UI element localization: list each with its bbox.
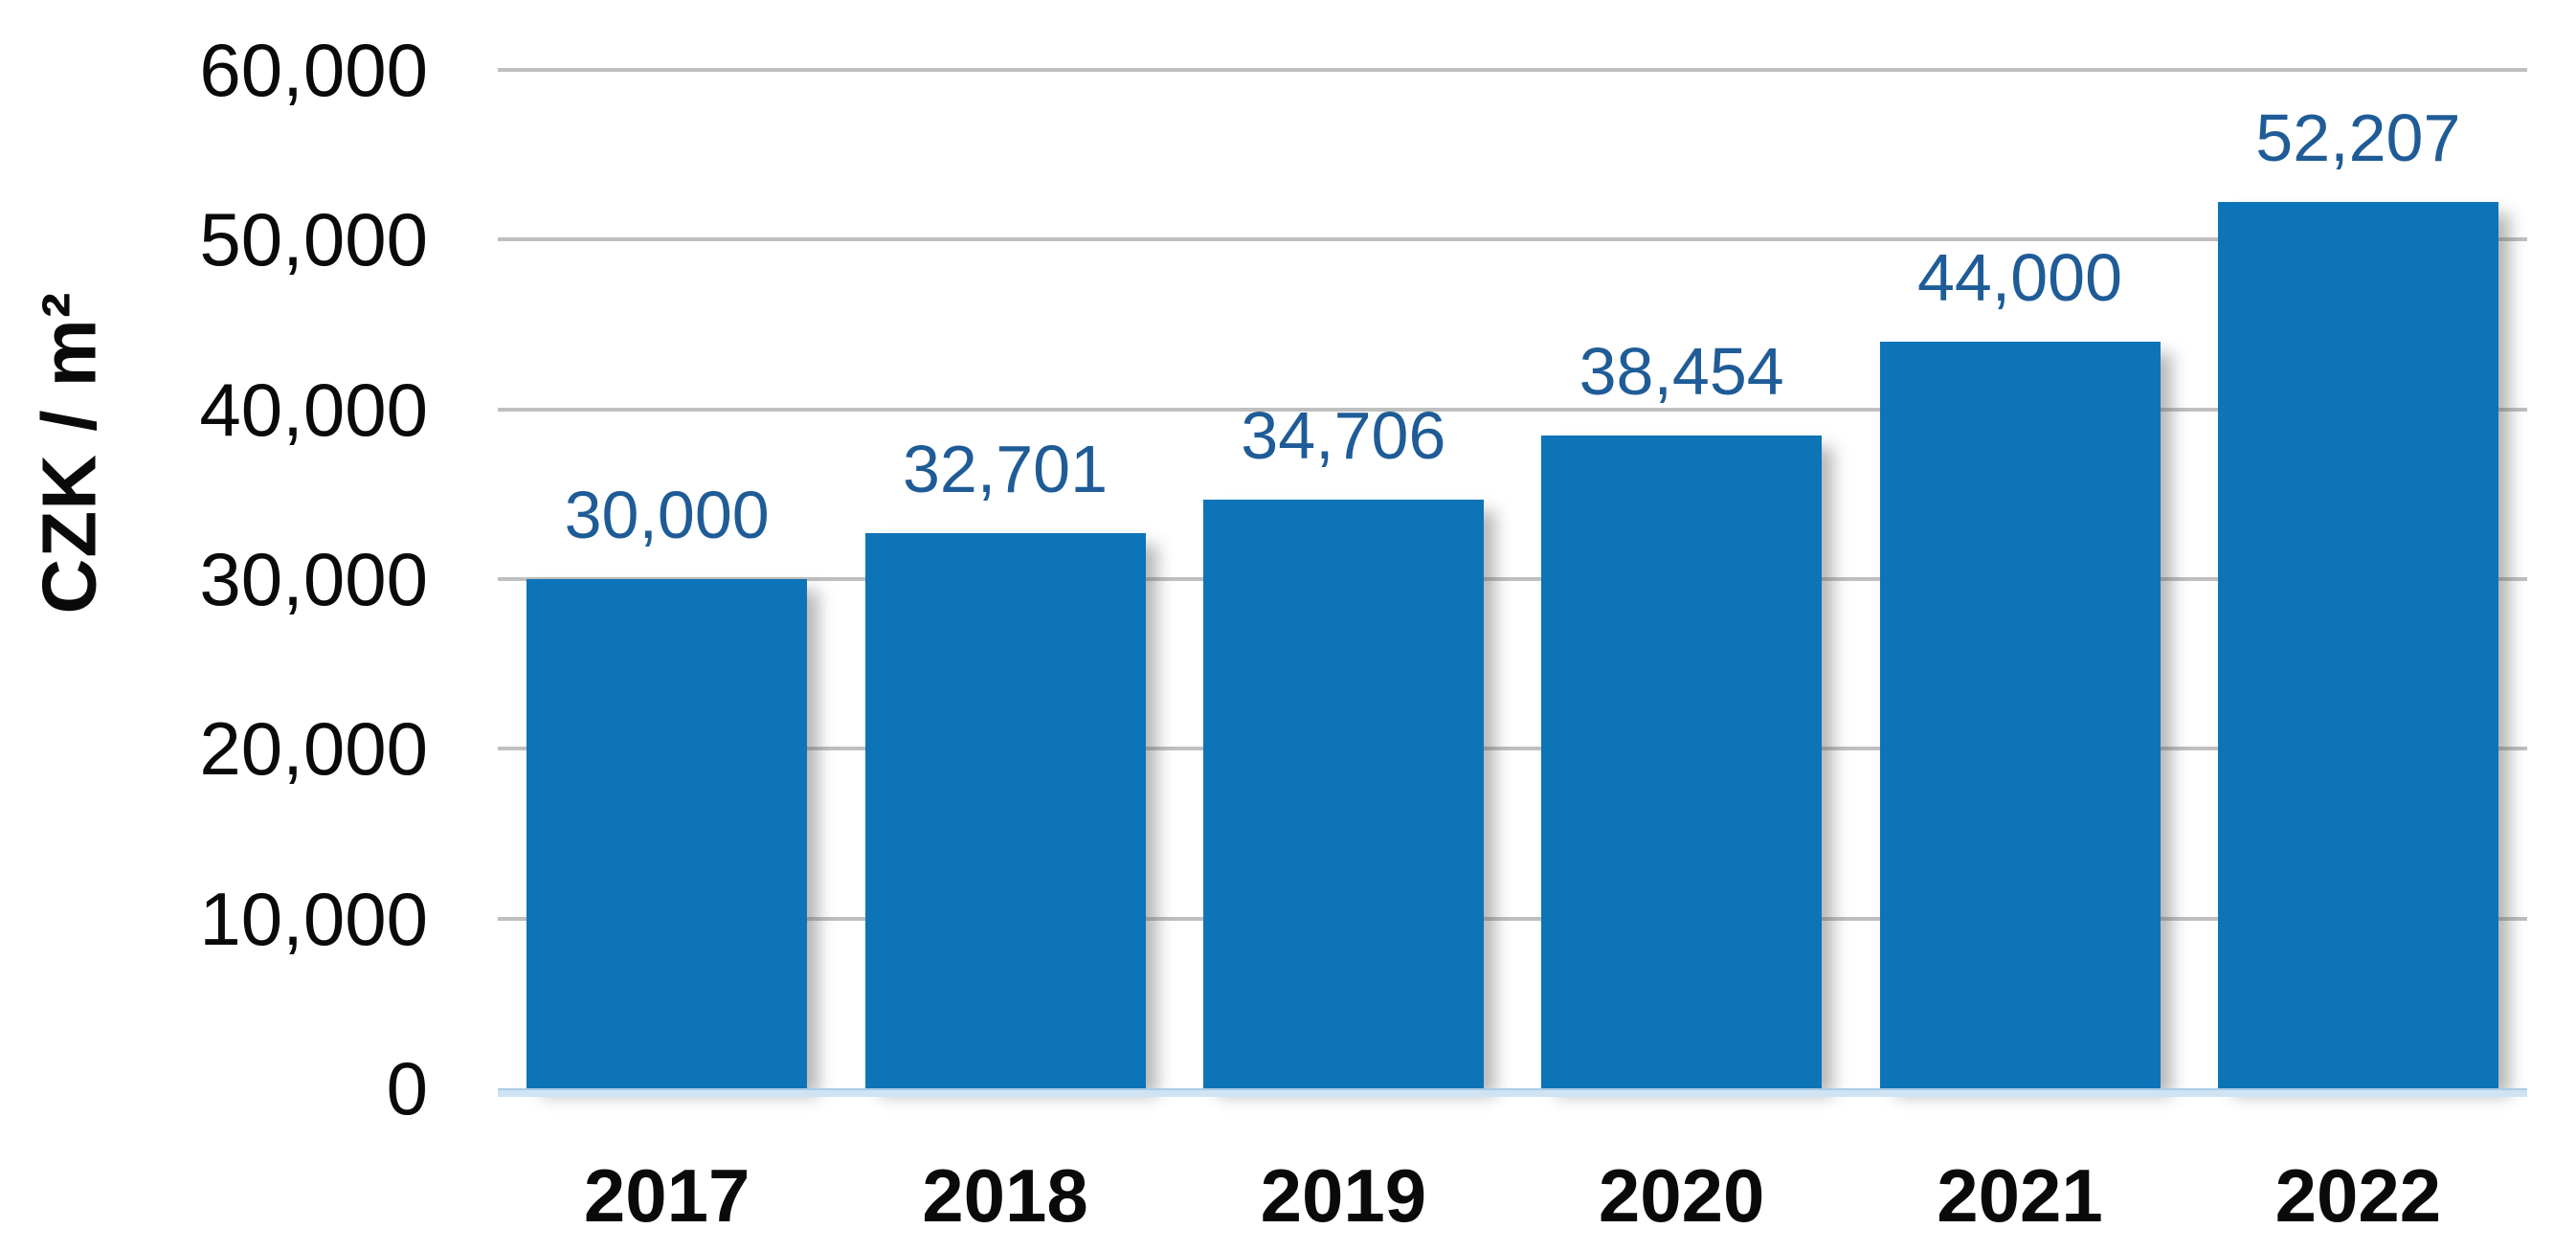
gridline [498, 577, 2527, 581]
y-tick-label: 40,000 [199, 367, 428, 452]
bar-value-label: 44,000 [1916, 239, 2123, 315]
bar-value-label: 30,000 [564, 478, 770, 552]
bar [2217, 202, 2498, 1088]
y-axis-tick-labels: 0 10,000 20,000 30,000 40,000 50,000 60,000 [0, 0, 428, 1251]
x-axis-category-label: 2019 [1260, 1153, 1427, 1238]
bar-value-label: 32,701 [902, 432, 1109, 507]
gridline [498, 68, 2527, 72]
x-axis-category-label: 2017 [583, 1153, 750, 1238]
y-tick-label: 50,000 [199, 197, 428, 282]
bar [526, 579, 808, 1088]
plot-area: 30,000 32,701 34,706 38,454 44,000 52,207 [498, 68, 2527, 1097]
bar [864, 533, 1146, 1088]
y-tick-label: 30,000 [199, 537, 428, 621]
x-axis-baseline [498, 1088, 2527, 1097]
y-tick-label: 20,000 [199, 706, 428, 792]
bar-value-label: 52,207 [2255, 101, 2461, 176]
bar-value-label: 34,706 [1241, 397, 1446, 473]
y-tick-label: 10,000 [199, 876, 428, 961]
bar [1202, 499, 1484, 1088]
bar [1541, 436, 1823, 1088]
y-tick-label: 0 [386, 1046, 428, 1130]
gridline [498, 237, 2527, 242]
x-axis-category-label: 2018 [922, 1153, 1088, 1238]
gridline [498, 407, 2527, 412]
x-axis-category-label: 2020 [1598, 1153, 1765, 1238]
bar [1879, 341, 2161, 1088]
gridline [498, 747, 2527, 751]
x-axis-category-label: 2021 [1937, 1153, 2103, 1238]
y-tick-label: 60,000 [199, 28, 428, 112]
bar-value-label: 38,454 [1579, 334, 1784, 410]
gridline [498, 916, 2527, 921]
x-axis-category-label: 2022 [2274, 1153, 2442, 1238]
